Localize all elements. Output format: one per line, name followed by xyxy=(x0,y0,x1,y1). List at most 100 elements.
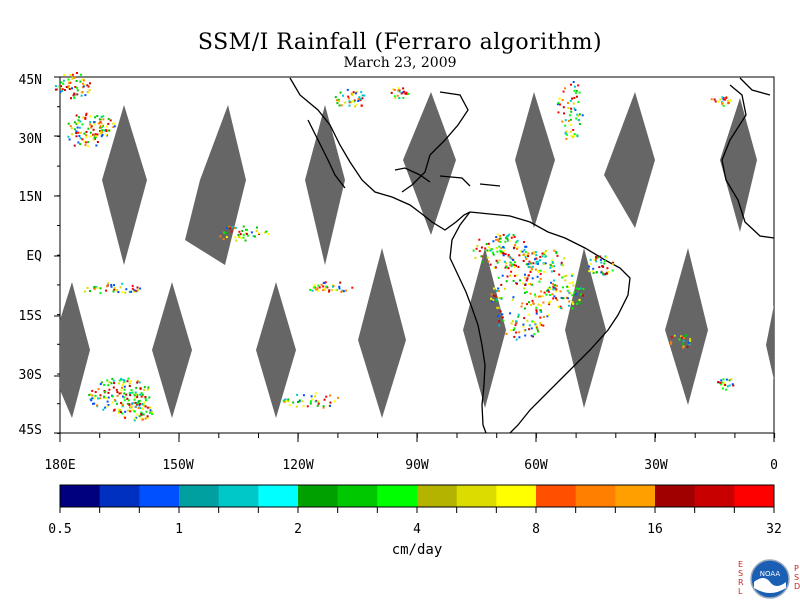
rain-pixel xyxy=(506,235,509,238)
swath xyxy=(604,92,655,228)
x-tick-label: 30W xyxy=(644,458,668,473)
rain-pixel xyxy=(133,410,136,413)
rain-pixel xyxy=(93,402,96,405)
rain-pixel xyxy=(85,130,88,133)
rain-pixel xyxy=(525,245,528,248)
rain-pixel xyxy=(547,313,550,316)
rain-pixel xyxy=(116,391,119,394)
rain-pixel xyxy=(147,388,150,391)
rain-pixel xyxy=(713,98,716,101)
rain-pixel xyxy=(525,279,528,282)
rain-pixel xyxy=(534,323,537,326)
rain-pixel xyxy=(535,306,538,309)
rain-pixel xyxy=(392,88,395,91)
rain-pixel xyxy=(515,320,518,323)
rain-pixel xyxy=(73,92,76,95)
rain-pixel xyxy=(73,76,76,79)
coastline xyxy=(394,167,431,183)
rain-pixel xyxy=(137,400,140,403)
rain-pixel xyxy=(138,415,141,418)
rain-pixel xyxy=(342,94,344,97)
rain-pixel xyxy=(484,247,487,250)
rain-pixel xyxy=(92,402,94,405)
rain-pixel xyxy=(139,387,142,390)
rain-pixel xyxy=(78,116,80,119)
rain-pixel xyxy=(228,226,231,229)
rain-pixel xyxy=(329,404,331,407)
rain-pixel xyxy=(345,289,347,292)
rain-pixel xyxy=(79,131,82,134)
rain-pixel xyxy=(509,312,512,315)
rain-pixel xyxy=(90,399,93,402)
rain-pixel xyxy=(79,137,82,140)
rain-pixel xyxy=(301,400,304,403)
rain-pixel xyxy=(500,250,503,253)
rain-pixel xyxy=(82,79,85,82)
rain-pixel xyxy=(682,342,684,345)
rain-pixel xyxy=(576,113,579,116)
rain-pixel xyxy=(562,286,564,289)
rain-pixel xyxy=(489,263,492,266)
rain-pixel xyxy=(523,287,526,290)
rain-pixel xyxy=(71,133,74,136)
rain-pixel xyxy=(357,98,360,100)
rain-pixel xyxy=(522,323,525,326)
rain-pixel xyxy=(103,384,106,386)
rain-pixel xyxy=(107,396,110,399)
rain-pixel xyxy=(113,288,116,291)
rain-pixel xyxy=(85,136,88,139)
colorbar-bin xyxy=(456,485,497,507)
rain-pixel xyxy=(117,411,120,414)
rain-pixel xyxy=(302,394,305,397)
rain-pixel xyxy=(287,400,290,403)
rain-pixel xyxy=(529,266,532,269)
rain-pixel xyxy=(534,258,536,261)
rain-pixel xyxy=(532,251,535,254)
rain-pixel xyxy=(72,94,75,97)
rain-pixel xyxy=(120,377,123,380)
rain-pixel xyxy=(577,288,580,290)
rain-pixel xyxy=(522,260,525,262)
rain-pixel xyxy=(558,273,561,276)
rain-pixel xyxy=(595,271,598,274)
rain-pixel xyxy=(683,335,686,338)
rain-pixel xyxy=(234,227,236,230)
rain-pixel xyxy=(606,267,609,270)
rain-pixel xyxy=(575,287,578,290)
rain-pixel xyxy=(54,85,57,88)
rain-pixel xyxy=(145,399,147,402)
rain-pixel xyxy=(528,260,531,263)
rain-pixel xyxy=(513,327,516,330)
rain-pixel xyxy=(539,295,542,298)
rain-pixel xyxy=(475,247,478,250)
rain-pixel xyxy=(729,99,732,102)
rain-pixel xyxy=(126,397,129,400)
rain-pixel xyxy=(538,295,540,298)
rain-pixel xyxy=(67,135,70,138)
swath xyxy=(256,282,296,418)
coastline xyxy=(439,175,471,187)
rain-pixel xyxy=(60,81,63,84)
rain-pixel xyxy=(514,244,517,247)
rain-pixel xyxy=(568,282,571,285)
x-tick-label: 120W xyxy=(282,458,314,473)
rain-pixel xyxy=(498,259,501,262)
rain-pixel xyxy=(405,91,408,94)
rain-pixel xyxy=(130,389,133,391)
rain-pixel xyxy=(520,305,523,308)
rain-pixel xyxy=(512,279,515,282)
rain-pixel xyxy=(513,236,516,238)
rain-pixel xyxy=(541,255,544,258)
rain-pixel xyxy=(566,285,569,288)
rain-pixel xyxy=(726,385,729,388)
rain-pixel xyxy=(316,288,319,291)
rain-pixel xyxy=(560,261,563,264)
rain-pixel xyxy=(552,283,554,286)
rain-pixel xyxy=(77,131,80,134)
rain-pixel xyxy=(65,86,68,88)
rain-pixel xyxy=(139,393,142,396)
rain-pixel xyxy=(125,393,128,396)
rain-pixel xyxy=(539,259,541,262)
rain-pixel xyxy=(111,377,114,380)
